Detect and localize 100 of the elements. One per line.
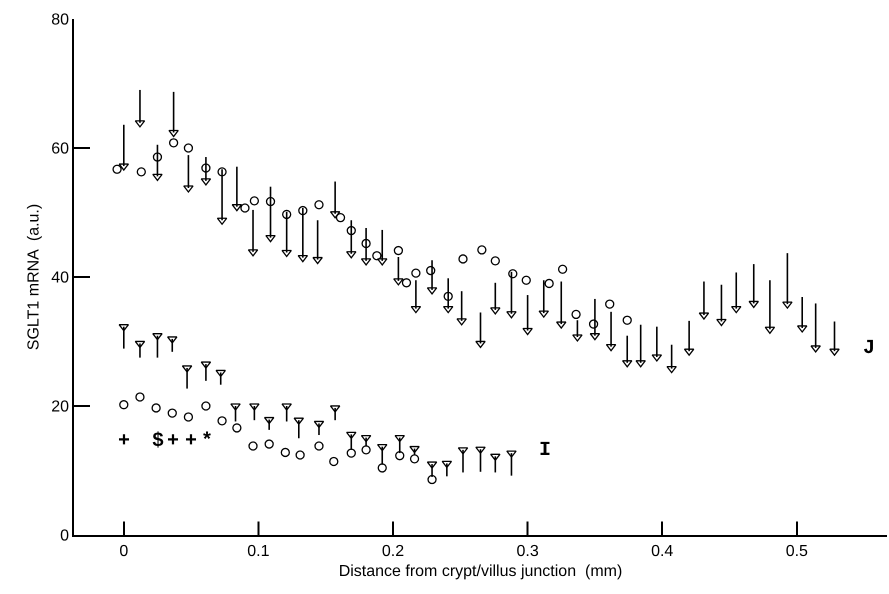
point — [477, 245, 486, 255]
point — [427, 474, 437, 484]
point — [698, 312, 710, 320]
point — [112, 164, 122, 174]
point — [506, 450, 517, 458]
point — [522, 276, 531, 285]
point — [264, 416, 274, 424]
annotation: $ — [152, 430, 164, 453]
point — [346, 432, 357, 440]
point — [410, 454, 420, 464]
y-tick-label: 60 — [51, 140, 70, 158]
point — [119, 400, 128, 410]
point — [281, 250, 292, 258]
point — [134, 340, 146, 348]
point — [588, 319, 598, 329]
point — [411, 268, 421, 278]
x-axis-title: Distance from crypt/villus junction (mm) — [338, 563, 622, 580]
point — [135, 392, 145, 402]
point — [796, 325, 808, 333]
point — [572, 334, 583, 342]
point — [329, 456, 338, 466]
point — [361, 238, 371, 248]
point — [666, 366, 677, 374]
point — [281, 403, 292, 411]
point — [200, 361, 212, 369]
point — [282, 210, 292, 220]
y-tick-label: 20 — [51, 398, 70, 416]
point — [151, 403, 161, 413]
point — [360, 434, 372, 442]
point — [217, 416, 227, 426]
point — [346, 226, 356, 236]
point — [280, 448, 290, 458]
point — [201, 401, 211, 411]
point — [118, 163, 130, 171]
y-tick-label: 40 — [51, 270, 70, 287]
point — [522, 328, 533, 336]
point — [201, 163, 211, 173]
point — [168, 138, 178, 148]
point — [394, 246, 404, 256]
point — [558, 264, 568, 274]
point — [336, 213, 346, 222]
point — [426, 266, 436, 276]
point — [458, 447, 468, 455]
x-tick-label: 0.2 — [382, 542, 404, 560]
point — [298, 206, 308, 216]
y-axis-title: SGLT1 mRNA (a.u.) — [26, 204, 43, 350]
point — [200, 178, 212, 186]
point — [426, 287, 438, 295]
point — [605, 299, 614, 309]
annotation: + — [185, 430, 198, 453]
point — [314, 441, 324, 451]
point — [250, 196, 260, 206]
point — [490, 256, 500, 266]
y-tick-label: 80 — [51, 12, 70, 29]
point — [372, 251, 382, 260]
point — [184, 412, 194, 422]
annotation: * — [201, 430, 214, 453]
point — [264, 439, 274, 449]
point — [168, 130, 179, 138]
point — [652, 354, 662, 362]
x-tick-label: 0 — [119, 542, 128, 560]
point — [393, 278, 404, 286]
point — [810, 345, 821, 353]
point — [361, 445, 371, 455]
x-tick-label: 0.4 — [651, 542, 674, 560]
point — [442, 306, 454, 314]
annotation: + — [167, 430, 180, 453]
point — [248, 441, 258, 451]
point — [152, 174, 163, 182]
point — [314, 420, 324, 428]
point — [444, 292, 453, 301]
point — [716, 318, 727, 326]
point — [249, 403, 260, 411]
point — [312, 256, 323, 264]
point — [266, 196, 276, 206]
point — [314, 200, 324, 210]
point — [232, 423, 242, 433]
point — [456, 318, 467, 326]
y-tick-label: 0 — [60, 528, 70, 545]
point — [295, 450, 305, 460]
point — [240, 203, 250, 213]
x-tick-label: 0.1 — [247, 542, 270, 560]
point — [426, 461, 438, 469]
point — [230, 403, 241, 411]
point — [782, 301, 793, 309]
point — [136, 167, 146, 177]
point — [508, 269, 518, 278]
point — [182, 365, 192, 373]
x-tick-label: 0.3 — [516, 542, 539, 560]
point — [184, 143, 194, 153]
point — [152, 152, 162, 162]
legend-label: J — [863, 337, 876, 360]
point — [490, 307, 501, 315]
point — [395, 451, 404, 460]
point — [217, 167, 227, 177]
point — [402, 278, 412, 288]
point — [409, 446, 420, 454]
point — [622, 316, 632, 325]
legend-label: I — [539, 439, 552, 462]
point — [544, 278, 554, 288]
